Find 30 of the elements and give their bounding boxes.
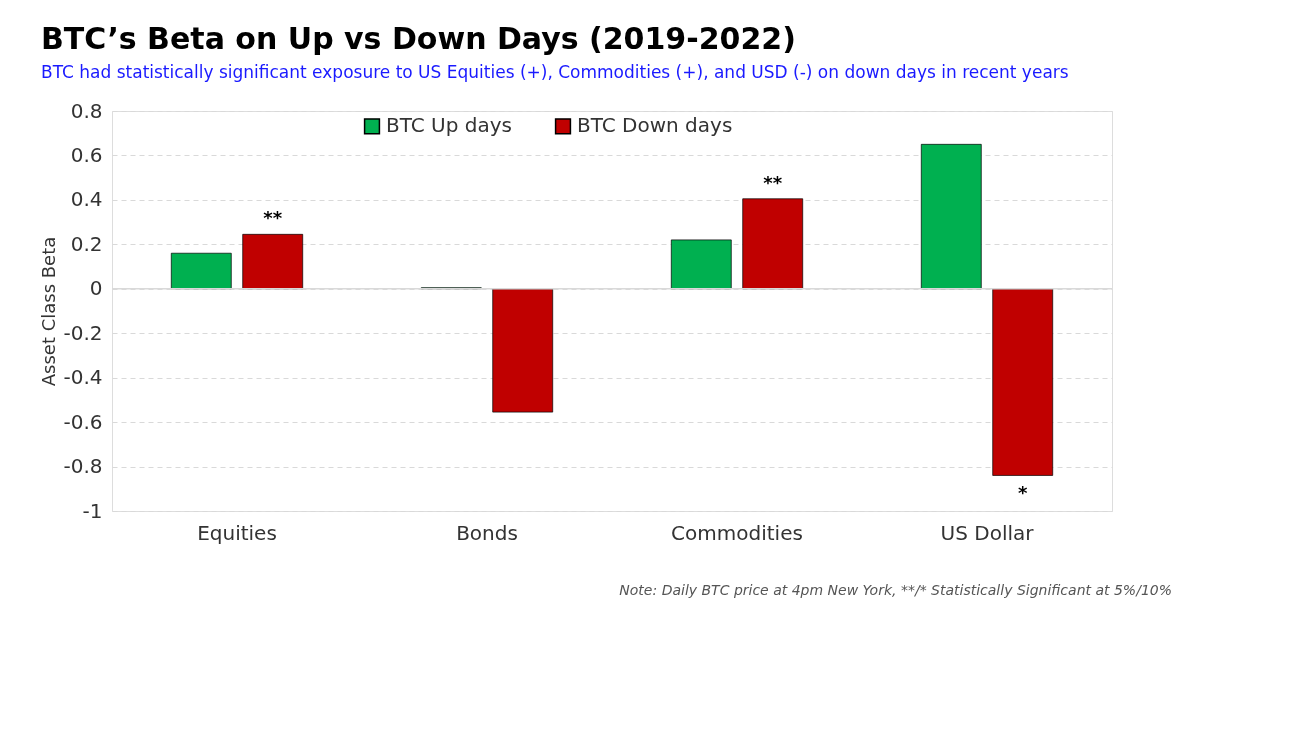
y-tick-label: 0	[89, 276, 103, 301]
y-tick-label: -0.6	[63, 409, 103, 434]
bar	[170, 252, 232, 290]
bar	[670, 239, 732, 290]
legend-label: BTC Down days	[577, 113, 733, 138]
legend-label: BTC Up days	[386, 113, 512, 138]
y-axis-title: Asset Class Beta	[38, 236, 60, 387]
bar	[992, 288, 1054, 476]
chart-subtitle: BTC had statistically significant exposure to US Equities (+), Commodities (+), and USD (-) on down days in recent years	[40, 62, 1069, 82]
chart-title: BTC’s Beta on Up vs Down Days (2019-2022)	[40, 21, 796, 56]
bar	[742, 198, 804, 290]
x-tick-label: US Dollar	[940, 520, 1035, 545]
x-tick-label: Equities	[197, 520, 277, 545]
y-tick-label: -0.2	[63, 320, 103, 345]
data-label: *	[1018, 482, 1028, 504]
y-tick-label: 0.6	[70, 142, 103, 167]
y-tick-label: -0.8	[63, 454, 103, 479]
data-label: **	[763, 171, 783, 193]
bar	[920, 143, 982, 290]
y-tick-label: 0.2	[70, 231, 103, 256]
y-tick-label: 0.8	[70, 98, 103, 123]
text: Note: Daily BTC price at 4pm New York, **/* Statistically Significant at 5%/10%	[619, 582, 1172, 598]
y-tick-label: 0.4	[70, 187, 103, 212]
x-tick-label: Commodities	[671, 520, 803, 545]
bar	[242, 233, 304, 290]
bar	[492, 288, 554, 413]
x-tick-label: Bonds	[456, 520, 518, 545]
data-label: **	[263, 207, 283, 229]
y-tick-label: -1	[82, 498, 103, 523]
y-tick-label: -0.4	[63, 365, 103, 390]
